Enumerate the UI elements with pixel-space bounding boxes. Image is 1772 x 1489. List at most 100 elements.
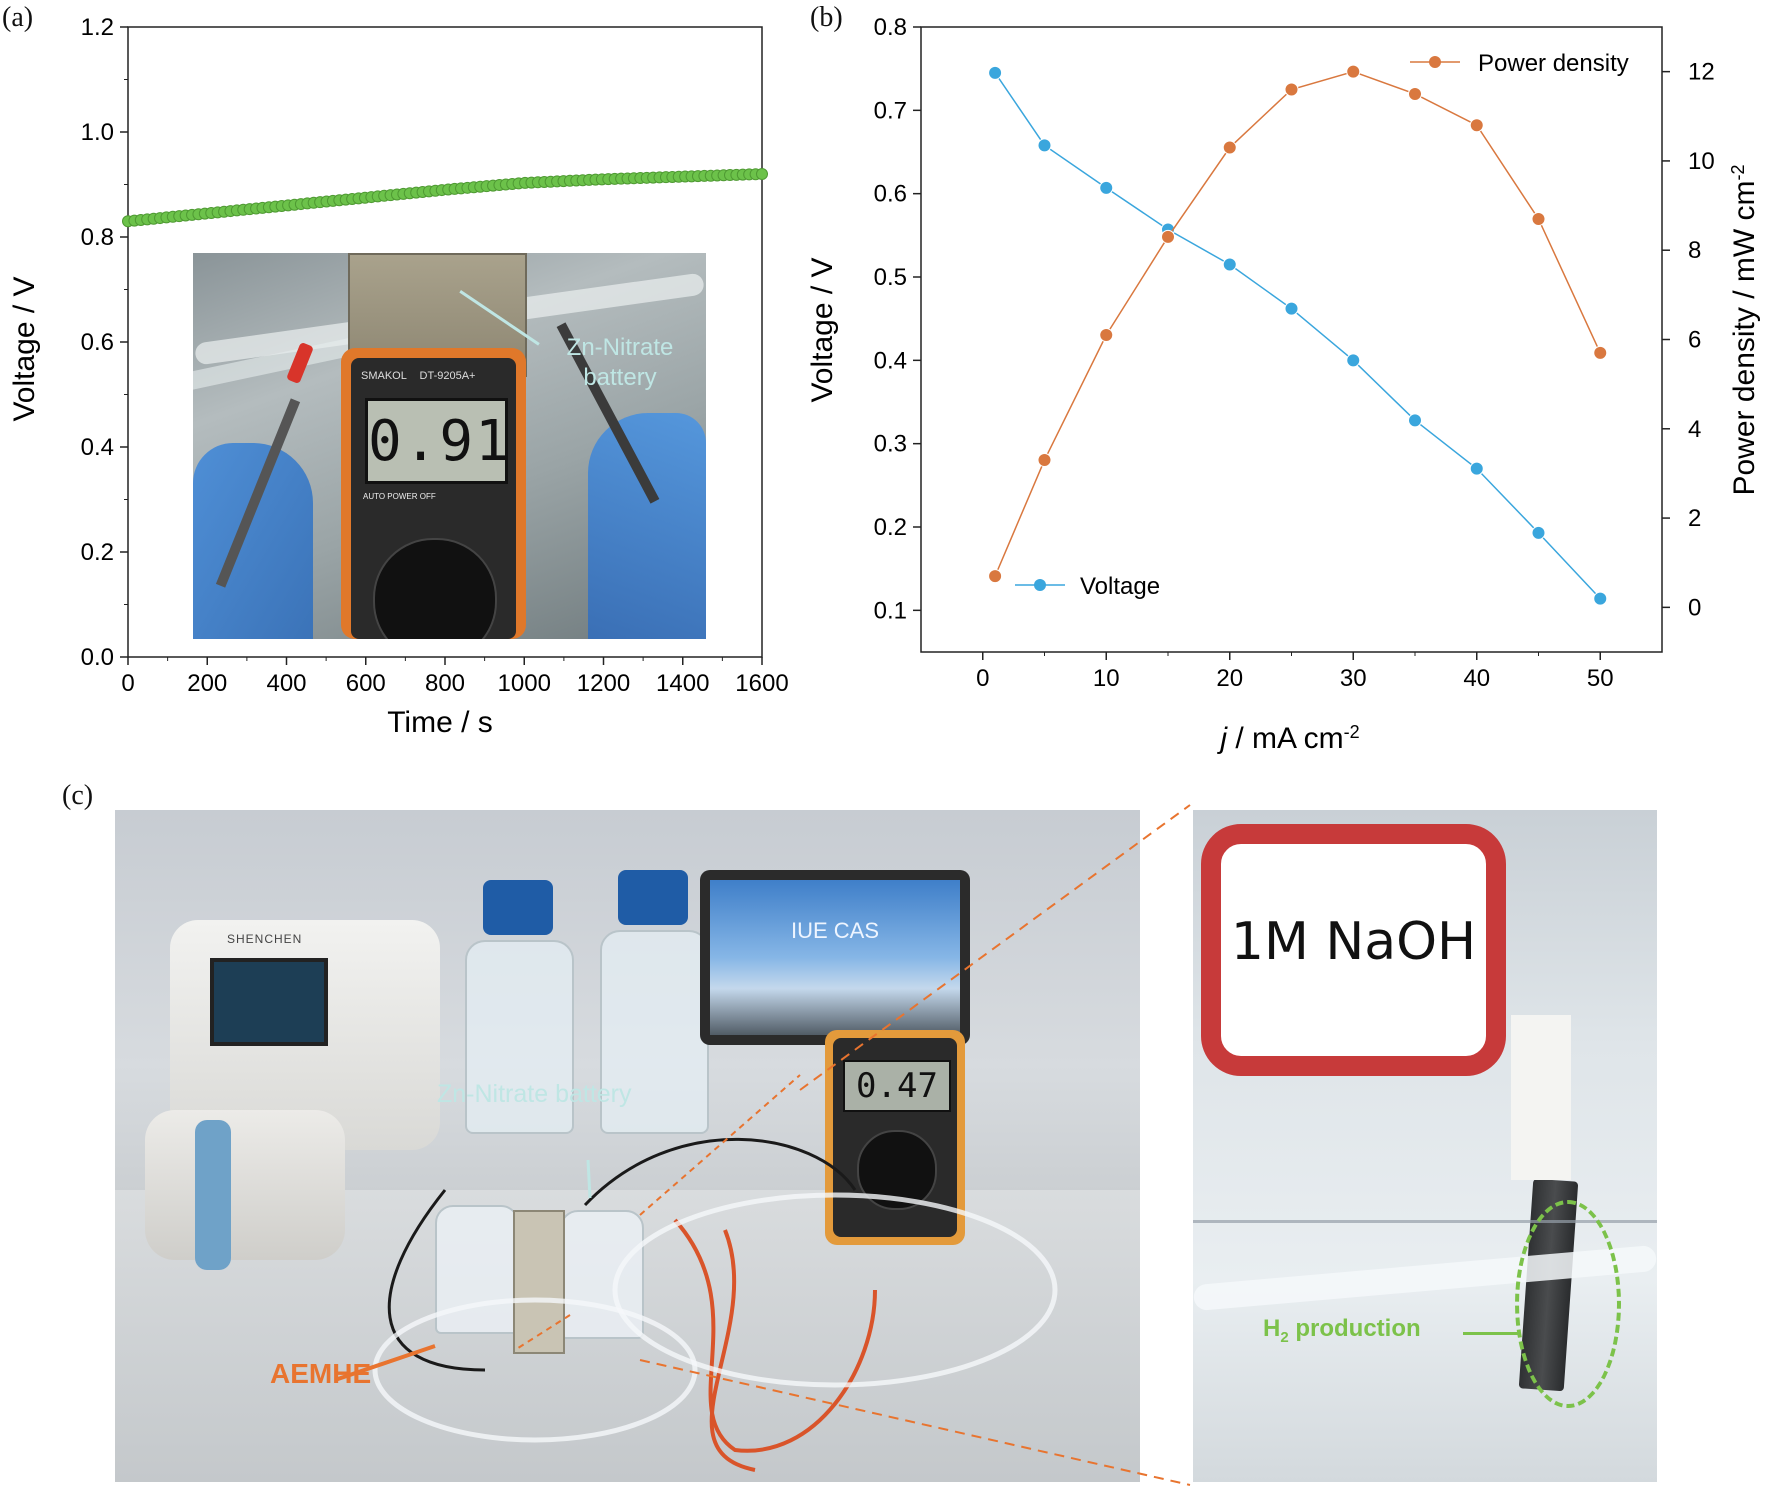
electrode-holder: [1511, 1015, 1571, 1180]
y-left-tick-label: 0.6: [874, 181, 907, 208]
legend-marker-power: [1429, 56, 1441, 68]
data-point-voltage: [1346, 353, 1361, 368]
y-left-tick-label: 0.7: [874, 97, 907, 124]
data-point-power-density: [1037, 453, 1052, 468]
y-right-tick-label: 0: [1688, 594, 1701, 621]
data-point-power-density: [988, 569, 1003, 584]
bottle-1: [465, 940, 574, 1134]
x-tick-label: 1600: [735, 670, 788, 697]
x-tick-label: 1000: [498, 670, 551, 697]
data-point-power-density: [1408, 86, 1422, 101]
y-left-tick-label: 0.8: [874, 14, 907, 41]
setup-photo: SHENCHEN IUE CAS 0.47 Zn-Nitrate battery…: [115, 810, 1140, 1482]
x-tick-label: 0: [976, 665, 989, 692]
pump-head-band: [195, 1120, 231, 1270]
panel-b-label: (b): [810, 2, 843, 33]
glove-left: [193, 443, 313, 639]
data-point-power-density: [1099, 328, 1114, 343]
data-point-voltage: [1469, 461, 1484, 476]
meter-labels: AUTO POWER OFF: [363, 492, 436, 501]
data-point-voltage: [1037, 138, 1052, 153]
zoom-photo: 1M NaOH H2 production: [1193, 810, 1657, 1482]
inset-photo-battery: SMAKOL DT-9205A+ 0.91 AUTO POWER OFF Zn-…: [193, 253, 706, 639]
y-right-tick-label: 10: [1688, 148, 1715, 175]
chart-b: 0 10 20 30 40 50 0.1 0.2 0.3 0.4 0.5 0.6 0.7 0.8 0 2 4 6 8…: [810, 14, 1761, 755]
y-right-tick-label: 6: [1688, 327, 1701, 354]
data-point-power-density: [1469, 118, 1484, 133]
series-line-voltage: [994, 72, 1601, 600]
data-point-power-density: [1222, 140, 1237, 155]
panel-a-label: (a): [2, 2, 34, 33]
x-tick-label: 200: [187, 670, 227, 697]
legend-label-power: Power density: [1478, 50, 1629, 77]
glove-right: [588, 413, 706, 639]
data-point-power-density: [1284, 82, 1299, 97]
data-point-voltage: [1593, 591, 1608, 606]
data-point-power-density: [1531, 211, 1546, 226]
pump-brand: SHENCHEN: [227, 932, 303, 946]
x-tick-label: 20: [1216, 665, 1243, 692]
label-sticker: 1M NaOH: [1201, 824, 1506, 1076]
y-tick-label: 0.6: [81, 329, 114, 356]
data-point-voltage: [1408, 413, 1422, 428]
data-point-voltage: [1531, 525, 1546, 540]
x-tick-label: 40: [1463, 665, 1490, 692]
annotation-battery: Zn-Nitrate battery: [566, 334, 674, 391]
x-tick-label: 600: [346, 670, 386, 697]
y-tick-label: 0.4: [81, 434, 114, 461]
y-right-tick-label: 2: [1688, 505, 1701, 532]
meter-reading: 0.91: [368, 409, 511, 474]
meter-brand: SMAKOL DT-9205A+: [361, 370, 476, 382]
data-point-power-density: [1346, 64, 1361, 79]
series-line-power-density: [994, 70, 1601, 577]
h2-arrow: [1463, 1332, 1518, 1335]
multimeter: SMAKOL DT-9205A+ 0.91 AUTO POWER OFF: [341, 348, 526, 639]
chart-a: 0 200 400 600 800 1000 1200 1400 1600 0.0 0.2 0.4 0.…: [8, 14, 789, 739]
data-point-voltage: [1284, 301, 1299, 316]
chart-b-xlabel: j / mA cm-2: [1216, 722, 1359, 755]
data-point-voltage: [1099, 180, 1114, 195]
pump-screen: [210, 958, 328, 1046]
chart-b-ylabel-right: Power density / mW cm-2: [1728, 164, 1761, 495]
y-left-tick-label: 0.1: [874, 597, 907, 624]
y-left-tick-label: 0.3: [874, 431, 907, 458]
data-point-power-density: [1593, 345, 1608, 360]
chart-b-ylabel-left: Voltage / V: [810, 257, 839, 402]
chart-b-frame: [920, 26, 1663, 653]
data-point-power-density: [1161, 229, 1175, 244]
legend-marker-voltage: [1034, 579, 1046, 591]
y-tick-label: 0.8: [81, 224, 114, 251]
annotation-h2: H2 production: [1263, 1315, 1421, 1346]
x-tick-label: 50: [1587, 665, 1614, 692]
y-left-tick-label: 0.5: [874, 264, 907, 291]
x-tick-label: 400: [266, 670, 306, 697]
y-right-tick-label: 8: [1688, 237, 1701, 264]
y-tick-label: 1.2: [81, 14, 114, 41]
y-right-tick-label: 12: [1688, 59, 1715, 86]
x-tick-label: 1200: [577, 670, 630, 697]
x-tick-label: 1400: [656, 670, 709, 697]
x-tick-label: 30: [1340, 665, 1367, 692]
y-tick-label: 0.0: [81, 644, 114, 671]
legend-label-voltage: Voltage: [1080, 573, 1160, 600]
panel-c-label: (c): [62, 780, 94, 811]
h2-circle: [1515, 1200, 1621, 1408]
y-tick-label: 1.0: [81, 119, 114, 146]
x-tick-label: 0: [121, 670, 134, 697]
bottle-2-cap: [618, 870, 688, 925]
data-point-voltage: [1222, 257, 1237, 272]
annotation-aemhe: AEMHE: [270, 1358, 372, 1389]
y-right-tick-label: 4: [1688, 416, 1701, 443]
y-left-tick-label: 0.4: [874, 347, 907, 374]
wires: [334, 1074, 1058, 1472]
x-tick-label: 800: [425, 670, 465, 697]
data-point-voltage: [988, 65, 1003, 80]
chart-a-xlabel: Time / s: [387, 706, 493, 739]
pump-head: [145, 1110, 345, 1260]
meter-display: 0.91: [365, 398, 511, 484]
label-sticker-text: 1M NaOH: [1230, 912, 1477, 972]
battery-cell-c: [513, 1210, 565, 1354]
multimeter-face: SMAKOL DT-9205A+ 0.91 AUTO POWER OFF: [351, 358, 516, 639]
water-line: [1193, 1220, 1657, 1223]
annotation-zn-nitrate: Zn-Nitrate battery: [437, 1080, 632, 1108]
